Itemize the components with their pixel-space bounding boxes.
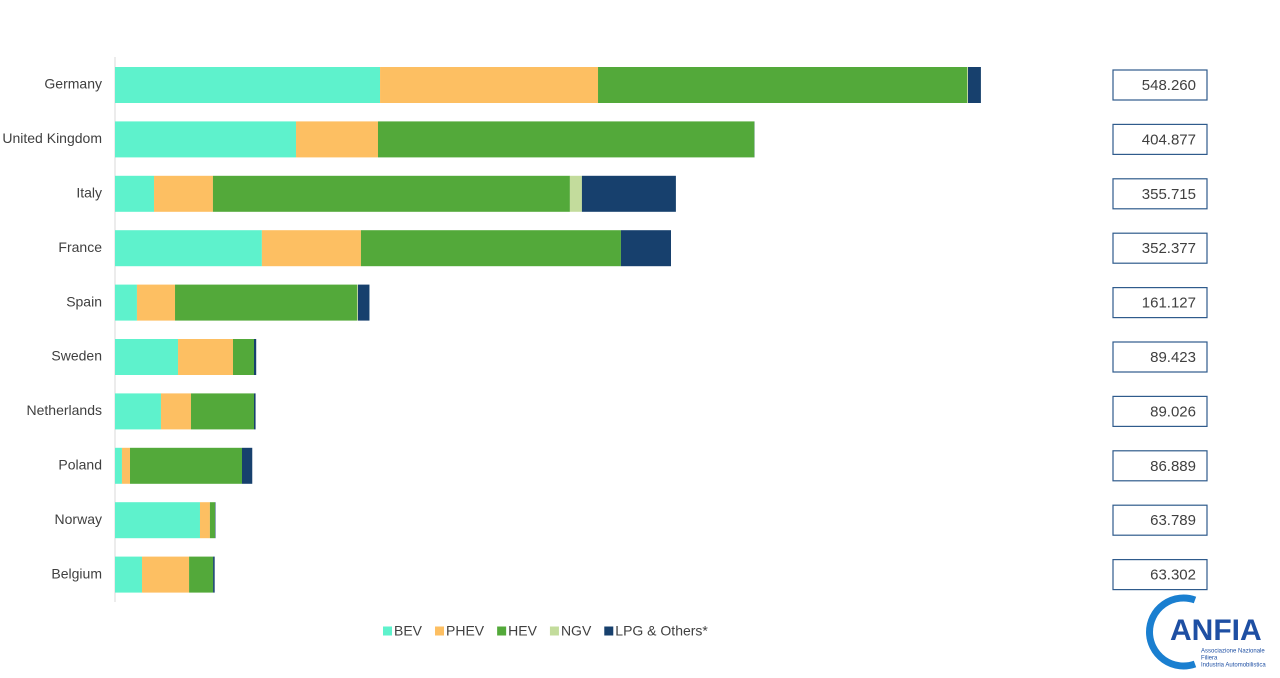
y-tick-label: Spain	[66, 293, 102, 309]
legend-label: PHEV	[446, 623, 485, 639]
total-box	[1112, 558, 1208, 591]
bar-segment	[212, 175, 570, 212]
bar-segment	[115, 339, 179, 375]
bar-segment	[121, 447, 131, 484]
total-box	[1112, 232, 1208, 264]
legend-swatch	[497, 626, 507, 636]
logo-line: Industria Automobilistica	[1201, 663, 1266, 669]
bar-segment	[115, 121, 297, 158]
total-box	[1112, 504, 1208, 536]
total-label: 355.715	[1142, 186, 1196, 203]
logo-name: ANFIA	[1170, 614, 1262, 647]
legend-label: HEV	[508, 623, 537, 639]
total-box	[1112, 450, 1208, 482]
total-box	[1112, 287, 1208, 319]
bar-segment	[967, 67, 968, 103]
bar-segment	[967, 67, 981, 103]
bar-segment	[115, 284, 137, 321]
bar-segment	[241, 447, 253, 484]
logo: ANFIA Associazione Nazionale Filiera Ind…	[1146, 594, 1266, 670]
bar-segment	[213, 556, 215, 593]
bar-segment	[130, 447, 242, 484]
legend-swatch	[435, 626, 445, 636]
logo-line: Associazione Nazionale	[1201, 649, 1265, 655]
bar-segment	[115, 556, 143, 593]
total-label: 352.377	[1142, 240, 1196, 257]
bar-segment	[178, 339, 233, 375]
total-label: 86.889	[1150, 458, 1196, 475]
bar-segment	[136, 284, 176, 321]
legend-swatch	[604, 626, 614, 636]
bar-segment	[296, 121, 378, 158]
bar-segment	[357, 284, 370, 321]
y-tick-label: Poland	[58, 457, 102, 473]
bar-segment	[115, 393, 161, 430]
bar-segment	[232, 339, 254, 375]
legend-label: LPG & Others*	[615, 623, 708, 639]
legend-label: BEV	[394, 623, 423, 639]
bar-segment	[581, 175, 676, 212]
bar-segment	[253, 339, 257, 375]
y-tick-label: France	[58, 239, 102, 255]
bar-segment	[115, 175, 155, 212]
y-tick-label: Belgium	[51, 565, 102, 581]
bar-segment	[199, 502, 210, 539]
bar-segment	[360, 230, 621, 267]
total-box	[1112, 69, 1208, 101]
bar-segment	[620, 230, 671, 267]
bar-segment	[253, 393, 256, 430]
bar-segment	[569, 175, 582, 212]
total-label: 89.423	[1150, 349, 1196, 366]
bar-segment	[142, 556, 190, 593]
bar-segment	[160, 393, 191, 430]
bar-segment	[115, 502, 200, 539]
bar-segment	[115, 230, 262, 267]
bar-segment	[154, 175, 213, 212]
bar-segment	[261, 230, 361, 267]
y-tick-label: Italy	[76, 185, 102, 201]
bar-segment	[190, 393, 254, 430]
total-box	[1112, 341, 1208, 373]
bar-segment	[598, 67, 968, 103]
bar-segment	[380, 67, 599, 103]
bar-segment	[189, 556, 214, 593]
y-tick-label: Norway	[55, 511, 102, 527]
legend-swatch	[383, 626, 392, 636]
total-box	[1112, 395, 1208, 427]
legend-swatch	[549, 626, 559, 636]
total-box	[1112, 178, 1208, 210]
logo-arc	[1146, 594, 1197, 670]
bar-segment	[115, 67, 381, 103]
total-label: 63.302	[1150, 567, 1196, 584]
bar-segment	[209, 502, 215, 539]
total-box	[1112, 123, 1208, 156]
total-label: 63.789	[1150, 512, 1196, 529]
y-tick-label: Sweden	[51, 348, 102, 364]
y-tick-label: Netherlands	[27, 402, 103, 418]
total-label: 548.260	[1142, 77, 1196, 94]
bar-segment	[115, 447, 122, 484]
legend-label: NGV	[561, 623, 592, 639]
total-label: 161.127	[1142, 295, 1196, 312]
total-label: 404.877	[1142, 131, 1196, 148]
logo-line: Filiera	[1201, 656, 1218, 662]
total-label: 89.026	[1150, 403, 1196, 420]
y-tick-label: United Kingdom	[2, 130, 102, 146]
bar-segment	[356, 284, 358, 321]
bar-segment	[377, 121, 755, 158]
y-tick-label: Germany	[44, 76, 102, 92]
bar-segment	[175, 284, 357, 321]
